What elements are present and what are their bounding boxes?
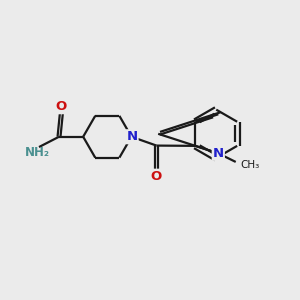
Text: N: N [127,130,138,143]
Text: N: N [213,147,224,160]
Text: O: O [151,170,162,183]
Text: O: O [56,100,67,113]
Text: NH₂: NH₂ [25,146,50,159]
Text: CH₃: CH₃ [240,160,260,170]
